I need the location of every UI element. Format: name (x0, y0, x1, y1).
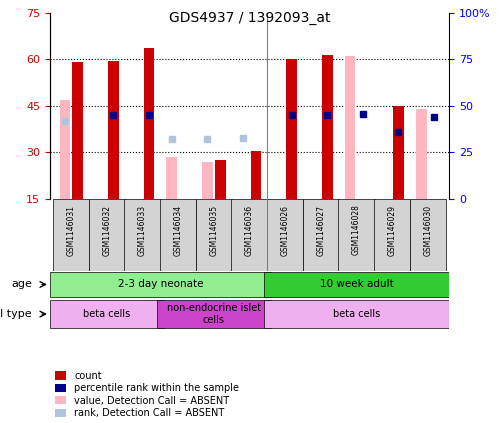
Bar (108, 61, 119, 199)
Bar (374, 199, 410, 271)
Text: GSM1146030: GSM1146030 (423, 205, 432, 255)
Text: GDS4937 / 1392093_at: GDS4937 / 1392093_at (169, 11, 330, 25)
Text: GSM1146035: GSM1146035 (210, 205, 219, 255)
Bar (322, 55, 332, 199)
Bar (215, 160, 226, 199)
Text: GSM1146029: GSM1146029 (388, 205, 397, 255)
Text: 10 week adult: 10 week adult (319, 280, 393, 289)
Bar (202, 162, 213, 199)
Bar (232, 199, 267, 271)
Bar (89, 199, 125, 271)
Text: non-endocrine islet
cells: non-endocrine islet cells (167, 303, 261, 325)
Bar (196, 199, 232, 271)
Text: GSM1146036: GSM1146036 (245, 205, 254, 255)
Bar (53, 199, 89, 271)
Bar (416, 109, 427, 199)
Legend: count, percentile rank within the sample, value, Detection Call = ABSENT, rank, : count, percentile rank within the sample… (55, 371, 239, 418)
Text: age: age (11, 280, 32, 289)
Bar (157, 300, 271, 328)
Text: GSM1146033: GSM1146033 (138, 205, 147, 255)
Text: 2-3 day neonate: 2-3 day neonate (118, 280, 203, 289)
Text: beta cells: beta cells (333, 309, 380, 319)
Text: GSM1146031: GSM1146031 (67, 205, 76, 255)
Bar (286, 59, 297, 199)
Bar (302, 199, 339, 271)
Bar (264, 272, 449, 297)
Bar (267, 199, 303, 271)
Text: beta cells: beta cells (83, 309, 131, 319)
Text: cell type: cell type (0, 309, 32, 319)
Bar (59, 99, 70, 199)
Bar (72, 62, 83, 199)
Bar (345, 56, 355, 199)
Bar (160, 199, 197, 271)
Text: GSM1146032: GSM1146032 (102, 205, 111, 255)
Bar (393, 106, 404, 199)
Bar (124, 199, 161, 271)
Text: GSM1146026: GSM1146026 (280, 205, 289, 255)
Bar (167, 157, 177, 199)
Bar (250, 151, 261, 199)
Text: GSM1146027: GSM1146027 (316, 205, 325, 255)
Text: GSM1146034: GSM1146034 (174, 205, 183, 255)
Bar (338, 199, 375, 271)
Bar (50, 300, 164, 328)
Bar (410, 199, 446, 271)
Bar (144, 48, 154, 199)
Bar (50, 272, 271, 297)
Bar (264, 300, 449, 328)
Text: GSM1146028: GSM1146028 (352, 205, 361, 255)
